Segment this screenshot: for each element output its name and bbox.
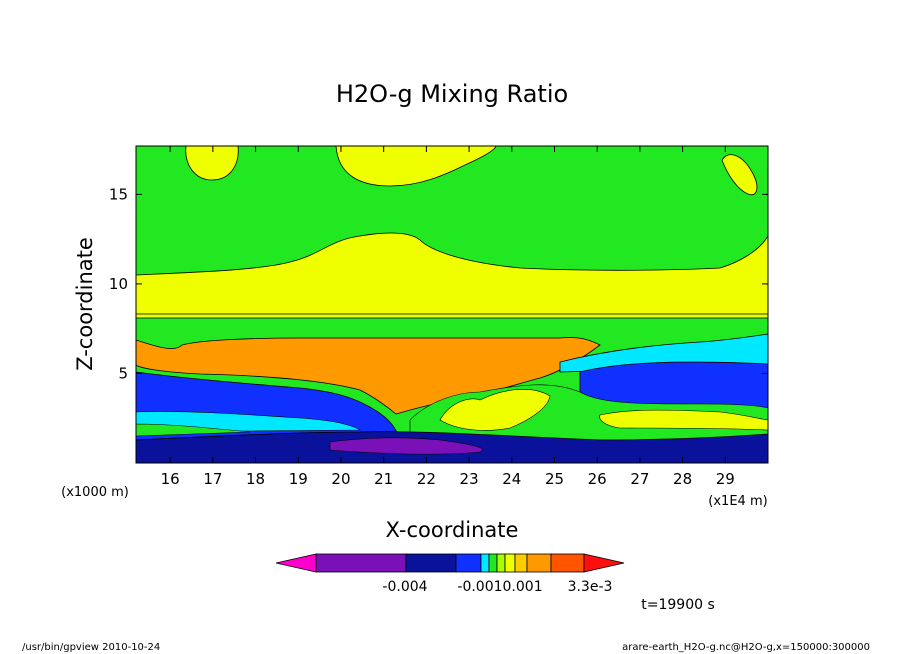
colorbar-label-2: -0.0010.001 bbox=[457, 579, 542, 595]
layer-purple-min bbox=[329, 437, 483, 455]
layer-yellow-left-blob bbox=[185, 146, 239, 181]
colorbar-label-3: 3.3e-3 bbox=[568, 579, 613, 595]
colorbar-swatch-3 bbox=[480, 553, 490, 573]
colorbar-swatch-5 bbox=[496, 553, 506, 573]
layer-yellow-band bbox=[136, 232, 768, 319]
x-tick-label-9: 25 bbox=[545, 470, 564, 488]
plot-frame bbox=[135, 145, 769, 464]
x-tick-label-10: 26 bbox=[588, 470, 607, 488]
chart-title: H2O-g Mixing Ratio bbox=[336, 80, 568, 108]
colorbar-arrow-left bbox=[275, 553, 317, 573]
colorbar-swatch-0 bbox=[315, 553, 407, 573]
x-tick-label-1: 17 bbox=[203, 470, 222, 488]
x-tick-label-12: 28 bbox=[673, 470, 692, 488]
colorbar bbox=[275, 553, 625, 573]
y-axis-title: Z-coordinate bbox=[73, 237, 97, 371]
x-tick-label-6: 22 bbox=[417, 470, 436, 488]
x-tick-label-2: 18 bbox=[246, 470, 265, 488]
x-tick-label-0: 16 bbox=[161, 470, 180, 488]
layer-yellow-top-blob bbox=[335, 146, 497, 187]
y-tick-label-0: 5 bbox=[118, 364, 128, 382]
footer-left: /usr/bin/gpview 2010-10-24 bbox=[22, 642, 160, 653]
y-axis-ticks: 5 10 15 bbox=[109, 185, 768, 382]
colorbar-swatch-6 bbox=[504, 553, 516, 573]
y-axis-unit: (x1000 m) bbox=[61, 485, 129, 500]
colorbar-swatch-9 bbox=[550, 553, 585, 573]
x-tick-label-3: 19 bbox=[289, 470, 308, 488]
layer-green-left bbox=[136, 423, 251, 437]
y-tick-label-2: 15 bbox=[109, 185, 128, 203]
x-tick-label-11: 27 bbox=[630, 470, 649, 488]
layer-yellow-scatter bbox=[439, 389, 551, 431]
plot-area bbox=[136, 146, 768, 463]
colorbar-swatch-1 bbox=[405, 553, 457, 573]
x-tick-label-5: 21 bbox=[374, 470, 393, 488]
time-annotation: t=19900 s bbox=[641, 597, 715, 613]
x-axis-ticks: 16 17 18 19 20 21 22 23 24 25 26 27 28 29 bbox=[161, 146, 735, 488]
x-tick-label-4: 20 bbox=[331, 470, 350, 488]
x-tick-label-7: 23 bbox=[460, 470, 479, 488]
layer-yellow-right-blob bbox=[721, 154, 758, 196]
footer-right: arare-earth_H2O-g.nc@H2O-g,x=150000:3000… bbox=[622, 642, 870, 653]
colorbar-swatch-8 bbox=[526, 553, 552, 573]
colorbar-swatch-2 bbox=[455, 553, 482, 573]
colorbar-arrow-right bbox=[583, 553, 625, 573]
y-tick-label-1: 10 bbox=[109, 275, 128, 293]
x-axis-title: X-coordinate bbox=[386, 518, 519, 542]
x-axis-unit: (x1E4 m) bbox=[708, 494, 767, 509]
x-tick-label-8: 24 bbox=[502, 470, 521, 488]
colorbar-swatch-4 bbox=[488, 553, 498, 573]
colorbar-swatch-7 bbox=[514, 553, 528, 573]
x-tick-label-13: 29 bbox=[716, 470, 735, 488]
colorbar-label-1: -0.004 bbox=[382, 579, 427, 595]
